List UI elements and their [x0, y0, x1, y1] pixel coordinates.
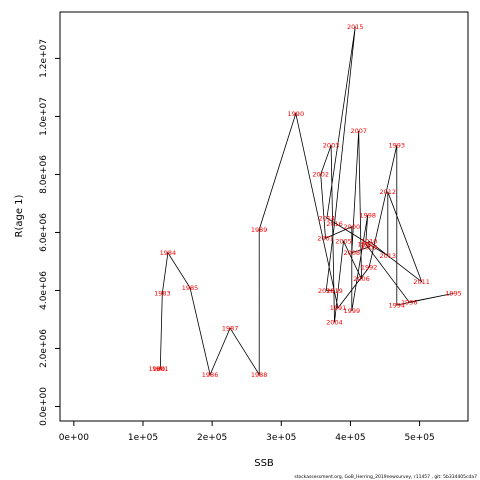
year-label-2016: 2016	[326, 220, 343, 228]
y-ticks: 0.0e+00 2.0e+06 4.0e+06 6.0e+06 8.0e+06 1.0e+…	[39, 39, 60, 426]
year-label-1996: 1996	[401, 298, 418, 306]
y-tick-label: 1.0e+07	[39, 97, 49, 136]
y-tick-label: 1.2e+07	[39, 39, 49, 78]
x-tick-label: 4e+05	[335, 433, 365, 443]
year-label-1995: 1995	[445, 290, 462, 298]
year-label-1993: 1993	[388, 142, 405, 150]
year-label-2001: 2001	[317, 235, 334, 243]
year-label-1990: 1990	[288, 110, 305, 118]
year-label-1997: 1997	[357, 240, 374, 248]
year-label-1992: 1992	[361, 264, 378, 272]
year-label-1983: 1983	[154, 290, 171, 298]
year-label-2004: 2004	[326, 319, 343, 327]
x-ticks: 0e+00 1e+05 2e+05 3e+05 4e+05 5e+05	[59, 421, 435, 443]
year-label-2010: 2010	[361, 237, 378, 245]
year-label-1987: 1987	[222, 324, 239, 332]
year-label-2019: 2019	[326, 287, 343, 295]
year-label-2003: 2003	[323, 142, 340, 150]
year-label-1985: 1985	[182, 284, 199, 292]
y-tick-label: 2.0e+06	[39, 329, 49, 368]
year-label-1991: 1991	[330, 304, 347, 312]
series-line	[156, 26, 454, 376]
y-axis-title: R(age 1)	[14, 194, 25, 237]
year-label-2018: 2018	[318, 287, 335, 295]
year-label-1984: 1984	[160, 249, 177, 257]
year-label-2012: 2012	[380, 188, 397, 196]
x-tick-label: 0e+00	[59, 433, 90, 443]
x-tick-label: 2e+05	[197, 433, 227, 443]
year-label-2007: 2007	[350, 127, 367, 135]
x-axis-title: SSB	[254, 458, 274, 469]
year-label-1981: 1981	[152, 365, 169, 373]
year-label-2008: 2008	[344, 249, 361, 257]
year-label-2000: 2000	[344, 223, 361, 231]
y-tick-label: 8.0e+06	[39, 155, 49, 194]
year-label-1998: 1998	[359, 211, 376, 219]
year-label-1980: 1980	[149, 365, 166, 373]
x-tick-label: 5e+05	[404, 433, 434, 443]
footer-text: stockassessment.org, GoB_Herring_2019new…	[294, 474, 477, 480]
year-label-1986: 1986	[202, 371, 219, 379]
plot-frame	[59, 11, 469, 422]
x-tick-label: 3e+05	[266, 433, 296, 443]
year-label-2005: 2005	[335, 237, 352, 245]
year-label-2014: 2014	[319, 214, 336, 222]
y-tick-label: 6.0e+06	[39, 213, 49, 252]
year-label-2006: 2006	[353, 275, 370, 283]
year-label-2015: 2015	[347, 23, 364, 31]
year-label-1989: 1989	[251, 226, 268, 234]
y-tick-label: 0.0e+00	[39, 387, 49, 426]
y-tick-label: 4.0e+06	[39, 271, 49, 310]
year-label-2013: 2013	[380, 252, 397, 260]
year-label-1988: 1988	[251, 371, 268, 379]
year-label-2011: 2011	[413, 278, 430, 286]
year-label-2002: 2002	[312, 171, 329, 179]
year-label-1994: 1994	[388, 301, 405, 309]
x-tick-label: 1e+05	[128, 433, 158, 443]
year-label-2009: 2009	[361, 243, 378, 251]
year-label-1999: 1999	[344, 307, 361, 315]
